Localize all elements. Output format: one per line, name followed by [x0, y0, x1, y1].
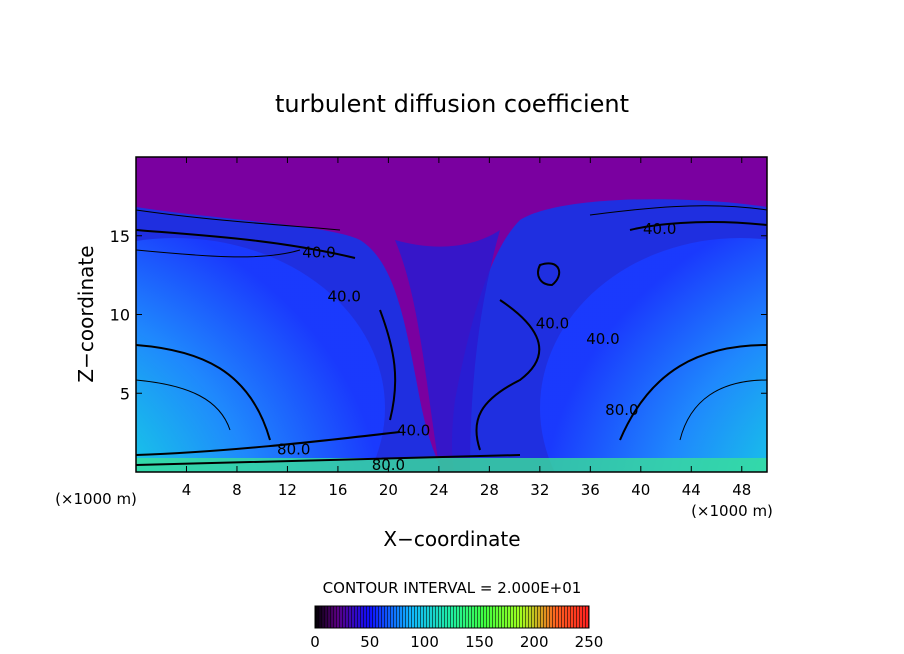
x-tick-label: 44: [682, 481, 701, 499]
left-lobe: [136, 238, 385, 472]
colorbar-frame: [314, 605, 590, 629]
x-tick-label: 32: [530, 481, 549, 499]
x-axis-title: X−coordinate: [383, 527, 520, 551]
x-tick-label: 28: [480, 481, 499, 499]
contour-label: 40.0: [643, 220, 676, 238]
x-unit-label-right: (×1000 m): [691, 502, 773, 520]
contour-label: 80.0: [277, 440, 310, 458]
plot-area: [136, 157, 767, 472]
contour-lines: [136, 205, 767, 466]
x-tick-label: 12: [278, 481, 297, 499]
contour-label: 40.0: [397, 421, 430, 439]
colorbar-tick-label: 150: [465, 633, 494, 651]
contour-label: 80.0: [372, 456, 405, 474]
x-tick-label: 8: [232, 481, 242, 499]
contour-label: 80.0: [605, 401, 638, 419]
right-lobe: [540, 238, 767, 472]
x-tick-label: 36: [581, 481, 600, 499]
x-tick-label: 4: [182, 481, 192, 499]
x-tick-label: 16: [328, 481, 347, 499]
contour-label: 40.0: [536, 314, 569, 332]
x-tick-label: 20: [379, 481, 398, 499]
y-tick-label: 5: [120, 384, 130, 403]
colorbar-tick-label: 0: [310, 633, 320, 651]
contour-label: 40.0: [328, 288, 361, 306]
x-tick-label: 24: [429, 481, 448, 499]
contour-label: 40.0: [302, 244, 335, 262]
x-axis-ticks: 4 8 12 16 20 24 28 32 36 40 44 48: [182, 157, 751, 499]
colorbar: 0 50 100 150 200 250: [310, 605, 603, 651]
y-tick-label: 10: [110, 306, 130, 325]
colorbar-hatching: [315, 606, 589, 628]
central-plume: [395, 230, 500, 472]
x-unit-label-left: (×1000 m): [55, 490, 137, 508]
surface-band: [136, 458, 767, 472]
y-tick-label: 15: [110, 227, 130, 246]
x-tick-label: 40: [631, 481, 650, 499]
x-tick-label: 48: [732, 481, 751, 499]
contour-labels: 40.0 40.0 40.0 40.0 40.0 40.0 80.0 80.0 80.0: [277, 220, 676, 474]
colorbar-tick-label: 50: [360, 633, 379, 651]
colorbar-tick-label: 250: [575, 633, 604, 651]
chart-title: turbulent diffusion coefficient: [275, 90, 629, 118]
colorbar-tick-label: 100: [410, 633, 439, 651]
contour-label: 40.0: [586, 330, 619, 348]
colorbar-tick-label: 200: [520, 633, 549, 651]
colorbar-ticks: 0 50 100 150 200 250: [310, 633, 603, 651]
y-axis-title: Z−coordinate: [74, 245, 98, 382]
y-axis-ticks: 5 10 15: [110, 227, 767, 403]
contour-interval-text: CONTOUR INTERVAL = 2.000E+01: [323, 579, 582, 597]
